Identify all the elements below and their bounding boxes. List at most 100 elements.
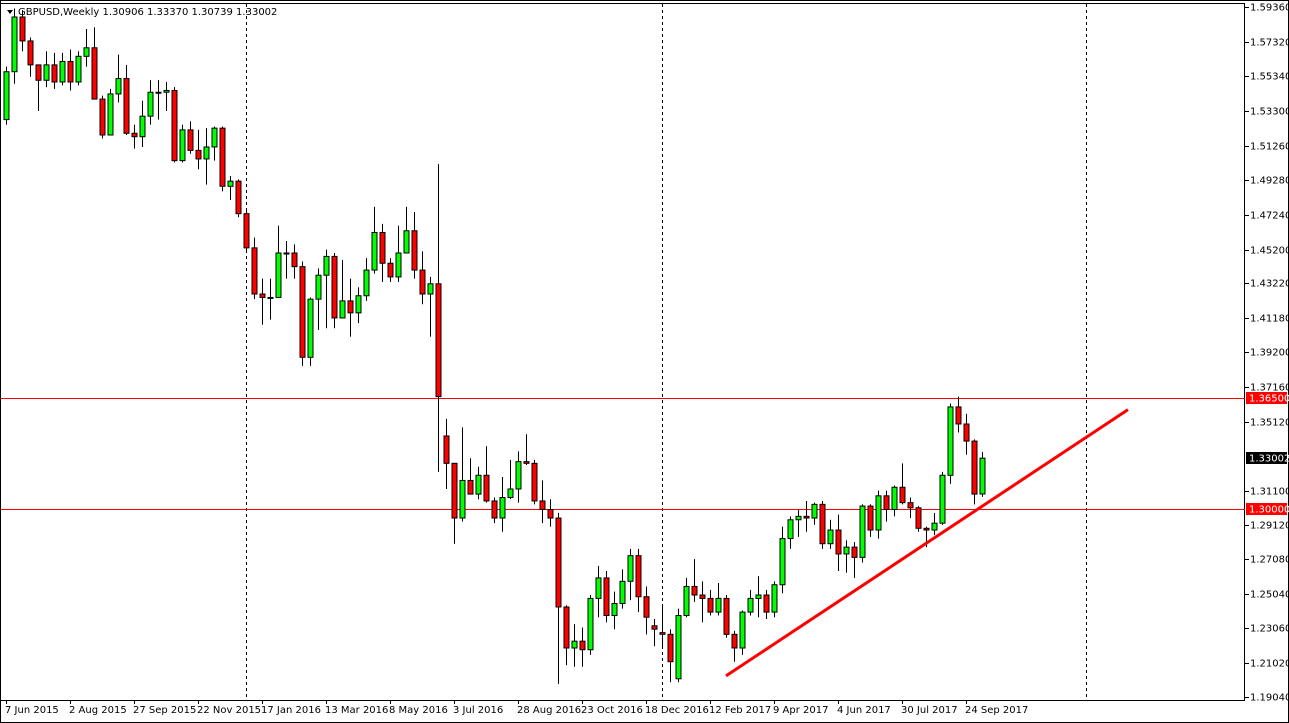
candle-body [75, 55, 82, 83]
x-tick-label: 2 Aug 2015 [69, 705, 127, 716]
candle-body [963, 423, 970, 442]
candle-body [659, 632, 666, 635]
candle-body [195, 149, 202, 160]
candle-body [939, 474, 946, 524]
candle-body [107, 93, 114, 136]
candle-body [667, 633, 674, 663]
candle-body [163, 90, 170, 93]
candle-body [835, 529, 842, 555]
y-tick-label: 1.43220 [1250, 279, 1289, 290]
y-tick-label: 1.35120 [1250, 418, 1289, 429]
candle-body [499, 497, 506, 519]
candle-body [347, 300, 354, 314]
candle-body [11, 16, 18, 73]
candle-body [491, 500, 498, 519]
candle-body [515, 461, 522, 490]
candle-body [27, 40, 34, 66]
y-tick-label: 1.19040 [1250, 693, 1289, 704]
candle-body [291, 252, 298, 268]
candle-body [643, 596, 650, 618]
candle-body [315, 274, 322, 300]
y-tick-label: 1.37160 [1250, 383, 1289, 394]
candle-body [739, 611, 746, 649]
x-tick-label: 18 Dec 2016 [645, 705, 709, 716]
candle-body [403, 230, 410, 254]
candle-body [547, 508, 554, 519]
candle-body [139, 115, 146, 138]
x-tick-label: 22 Nov 2015 [197, 705, 261, 716]
candle-body [627, 555, 634, 582]
candle-body [683, 585, 690, 617]
candle-body [651, 625, 658, 630]
candle-body [187, 129, 194, 151]
level-box [1246, 392, 1287, 404]
candle-body [451, 462, 458, 519]
candle-body [331, 255, 338, 319]
candle-body [299, 266, 306, 358]
x-tick-label: 17 Jan 2016 [261, 705, 321, 716]
candle-body [147, 91, 154, 117]
y-tick-label: 1.23060 [1250, 624, 1289, 635]
candle-body [947, 406, 954, 476]
candle-body [235, 180, 242, 215]
x-tick-label: 8 May 2016 [389, 705, 448, 716]
candle-body [371, 231, 378, 271]
candle-body [83, 47, 90, 57]
candle-body [747, 597, 754, 613]
candle-body [363, 269, 370, 297]
candle-body [171, 90, 178, 162]
candle-body [587, 597, 594, 651]
candle-body [211, 127, 218, 148]
candle-body [155, 91, 162, 94]
candle-body [19, 16, 26, 42]
candle-body [603, 577, 610, 617]
x-tick-label: 9 Apr 2017 [773, 705, 828, 716]
y-tick-label: 1.55340 [1250, 72, 1289, 83]
candle-body [427, 283, 434, 295]
candle-body [35, 64, 42, 81]
y-tick-label: 1.49280 [1250, 176, 1289, 187]
y-tick-label: 1.29120 [1250, 521, 1289, 532]
candle-body [779, 538, 786, 586]
y-tick-label: 1.21020 [1250, 659, 1289, 670]
x-tick-label: 4 Jun 2017 [837, 705, 891, 716]
candle-body [523, 461, 530, 464]
candle-body [675, 615, 682, 680]
candle-body [923, 527, 930, 531]
trendline [725, 408, 1129, 678]
x-tick-label: 7 Jun 2015 [5, 705, 59, 716]
candle-body [243, 213, 250, 249]
candle-body [435, 283, 442, 398]
candle-body [179, 129, 186, 162]
candle-body [595, 577, 602, 599]
menu-arrow[interactable] [7, 10, 13, 14]
candle-body [875, 495, 882, 531]
x-tick-label: 28 Aug 2016 [517, 705, 581, 716]
candle-body [723, 597, 730, 635]
candle-body [883, 495, 890, 510]
candle-body [339, 300, 346, 319]
candle-body [259, 293, 266, 298]
candle-body [891, 486, 898, 510]
candle-body [475, 474, 482, 495]
candle-body [459, 479, 466, 519]
candle-body [3, 71, 10, 121]
candle-body [99, 98, 106, 136]
candle-body [411, 230, 418, 271]
y-tick-label: 1.27080 [1250, 555, 1289, 566]
candle-body [275, 252, 282, 298]
y-tick-label: 1.45200 [1250, 246, 1289, 257]
candle-body [91, 47, 98, 100]
candle-body [483, 474, 490, 502]
y-tick-label: 1.25040 [1250, 590, 1289, 601]
candle-body [531, 462, 538, 502]
y-tick-label: 1.47240 [1250, 211, 1289, 222]
candle-body [419, 269, 426, 295]
y-tick-label: 1.39200 [1250, 348, 1289, 359]
x-tick-label: 27 Sep 2015 [133, 705, 196, 716]
x-tick-label: 12 Feb 2017 [709, 705, 771, 716]
candle-body [387, 262, 394, 278]
level-box [1246, 503, 1287, 515]
last-price-label: 1.33002 [1249, 454, 1289, 465]
